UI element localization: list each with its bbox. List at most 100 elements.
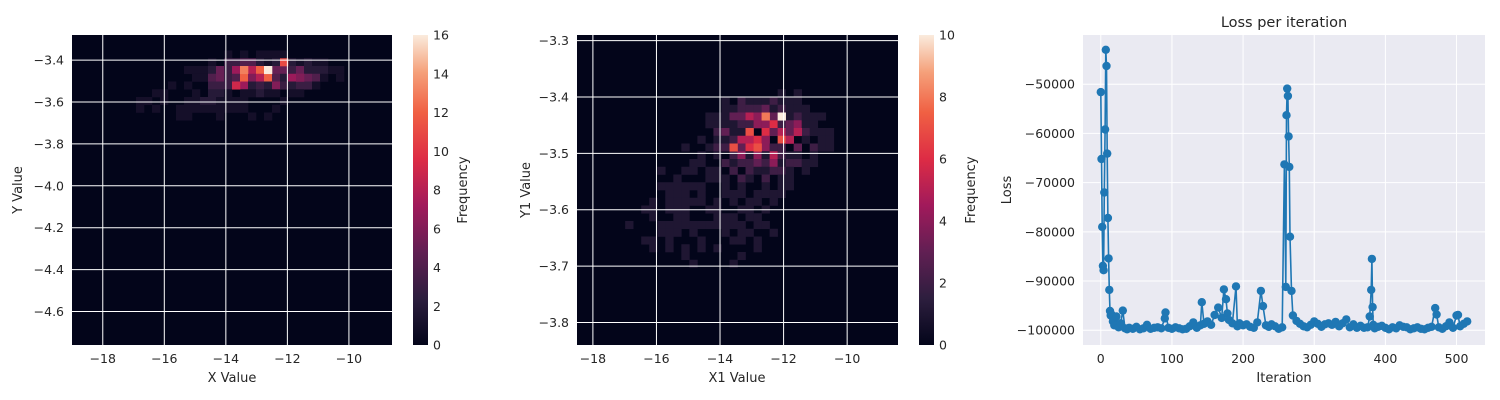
loss-point [1098, 222, 1107, 232]
heatmap-cell [761, 120, 770, 129]
colorbar-tick-label: 0 [433, 338, 441, 353]
loss-chart-title: Loss per iteration [1221, 15, 1347, 31]
heatmap-cell [713, 213, 722, 222]
heatmap-cell [224, 50, 233, 59]
y-tick-label: −4.6 [34, 304, 64, 319]
heatmap-cell [753, 159, 762, 168]
heatmap-cell [809, 143, 819, 152]
heatmap-cell [665, 228, 674, 237]
heatmap-cell [745, 159, 754, 168]
heatmap-cell [681, 143, 690, 152]
x-tick-label: −12 [274, 351, 300, 366]
heatmap-cell [721, 213, 730, 222]
heatmap-cell [729, 259, 738, 268]
heatmap-cell [753, 112, 762, 121]
heatmap-hot-cell [240, 66, 249, 75]
heatmap-cell [224, 73, 233, 82]
colorbar-tick-label: 10 [939, 28, 955, 43]
loss-point [1282, 111, 1291, 120]
heatmap-cell [737, 228, 746, 237]
heatmap-1-y-ticks: −3.4 −3.6 −3.8 −4.0 −4.2 −4.4 −4.6 [34, 53, 64, 319]
heatmap-cell [280, 97, 289, 106]
colorbar-tick-label: 10 [433, 144, 449, 159]
heatmap-cell [785, 151, 794, 160]
heatmap-cell [320, 66, 329, 75]
heatmap-cell [785, 104, 794, 113]
x-tick-label: −14 [213, 351, 239, 366]
heatmap-cell [793, 89, 802, 98]
y-tick-label: −3.7 [539, 259, 569, 274]
y-tick-label: −3.6 [539, 202, 569, 217]
heatmap-cell [665, 190, 674, 199]
heatmap-cell [761, 190, 770, 199]
heatmap-1-colorbar-gradient [413, 35, 428, 345]
heatmap-cell [745, 213, 754, 222]
heatmap-cell [737, 159, 746, 168]
heatmap-cell [272, 73, 281, 82]
loss-point [1161, 308, 1170, 317]
heatmap-cell [761, 151, 770, 160]
heatmap-cell [200, 97, 209, 106]
heatmap-cell [264, 58, 273, 67]
loss-point [1096, 87, 1106, 97]
x-tick-label: −16 [151, 351, 177, 366]
y-tick-label: −3.4 [539, 90, 569, 105]
heatmap-2-y-axis-label: Y1 Value [519, 162, 534, 219]
loss-x-axis-label: Iteration [1256, 371, 1311, 386]
heatmap-cell [296, 58, 305, 67]
heatmap-cell [288, 73, 297, 82]
heatmap-cell [689, 197, 698, 206]
heatmap-cell [737, 112, 746, 121]
heatmap-cell [697, 135, 706, 144]
heatmap-cell [713, 174, 722, 183]
heatmap-cell [729, 120, 738, 129]
heatmap-cell [737, 143, 746, 152]
heatmap-cell [737, 135, 746, 144]
heatmap-2-x-ticks: −18 −16 −14 −12 −10 [580, 351, 861, 366]
heatmap-cell [336, 73, 345, 82]
heatmap-cell [649, 244, 658, 253]
heatmap-cell [256, 73, 265, 82]
heatmap-cell [745, 228, 754, 237]
heatmap-cell [785, 97, 794, 106]
heatmap-2-y-ticks: −3.3 −3.4 −3.5 −3.6 −3.7 −3.8 [539, 33, 569, 330]
y-tick-label: −60000 [1025, 126, 1075, 141]
heatmap-cell [625, 221, 634, 230]
heatmap-cell [761, 104, 770, 113]
loss-point [1100, 125, 1110, 134]
heatmap-cell [232, 97, 241, 106]
heatmap-cell [769, 112, 778, 121]
loss-point [1253, 318, 1262, 327]
heatmap-cell [312, 58, 321, 67]
heatmap-cell [817, 143, 827, 152]
heatmap-cell [657, 228, 666, 237]
heatmap-cell [184, 112, 193, 121]
heatmap-cell [785, 159, 794, 168]
heatmap-cell [769, 120, 778, 129]
heatmap-cell [793, 112, 802, 121]
heatmap-cell [785, 135, 794, 144]
y-tick-label: −3.6 [34, 95, 64, 110]
heatmap-cell [721, 112, 730, 121]
heatmap-cell [713, 135, 722, 144]
heatmap-cell [256, 66, 265, 75]
heatmap-cell [288, 89, 297, 98]
colorbar-tick-label: 4 [433, 260, 441, 275]
heatmap-cell [184, 66, 193, 75]
heatmap-cell [208, 89, 217, 98]
x-tick-label: 0 [1097, 351, 1105, 366]
heatmap-cell [681, 190, 690, 199]
loss-y-axis-label: Loss [1000, 176, 1015, 205]
heatmap-cell [272, 81, 281, 90]
heatmap-cell [216, 112, 225, 121]
heatmap-cell [705, 120, 714, 129]
heatmap-cell [777, 97, 786, 106]
heatmap-cell [240, 50, 249, 59]
heatmap-cell [657, 221, 666, 230]
heatmap-cell [801, 128, 811, 137]
heatmap-cell [320, 73, 329, 82]
loss-point [1463, 317, 1472, 326]
heatmap-cell [280, 81, 289, 90]
heatmap-cell [264, 112, 273, 121]
